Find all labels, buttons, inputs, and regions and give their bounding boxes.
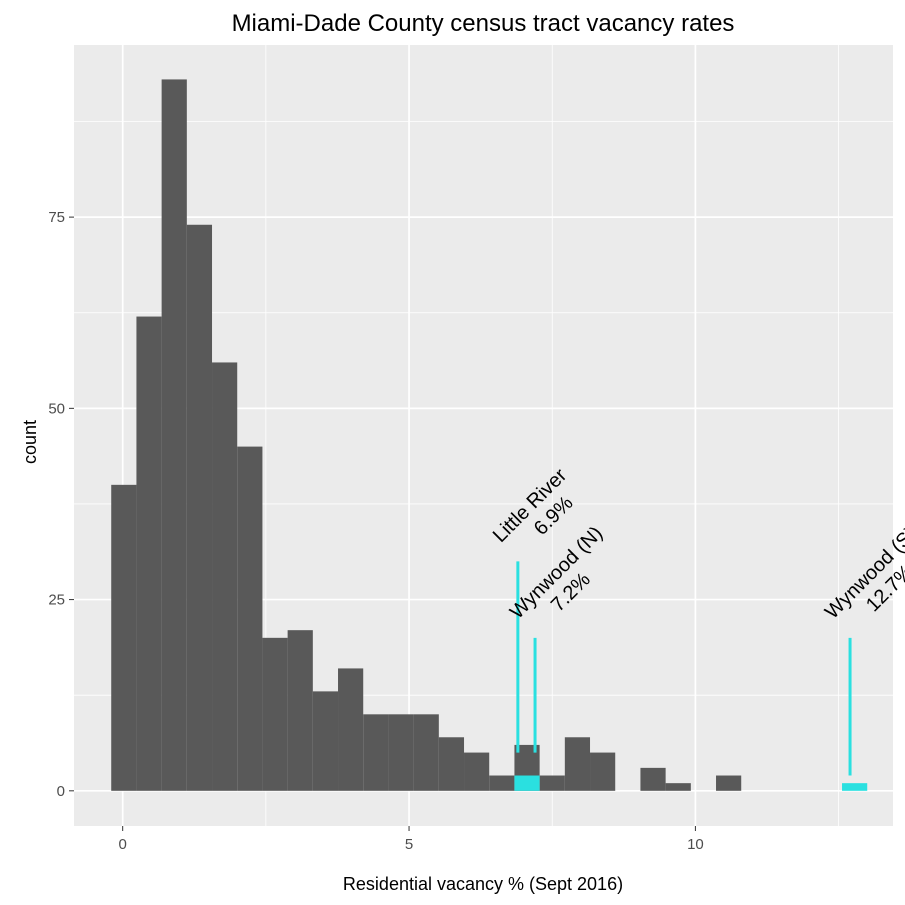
histogram-bar xyxy=(464,752,490,791)
histogram-bar xyxy=(237,446,263,791)
histogram-bar xyxy=(640,767,666,791)
highlight-bar xyxy=(842,783,868,791)
histogram-bar xyxy=(590,752,616,791)
histogram-bar xyxy=(186,224,213,791)
histogram-bar xyxy=(111,484,137,791)
histogram-bar xyxy=(665,783,691,791)
histogram-bar xyxy=(716,775,742,791)
y-axis-ticks: 0 25 50 75 xyxy=(48,209,74,800)
histogram-bars xyxy=(111,79,742,791)
histogram-bar xyxy=(363,714,389,791)
chart-title: Miami-Dade County census tract vacancy r… xyxy=(232,10,735,37)
x-axis-ticks: 0 5 10 xyxy=(119,826,704,853)
histogram-bar xyxy=(312,691,339,791)
x-axis-title: Residential vacancy % (Sept 2016) xyxy=(343,874,623,894)
histogram-bar xyxy=(212,362,238,791)
y-tick-label: 0 xyxy=(57,783,65,800)
histogram-bar xyxy=(262,637,288,791)
histogram-bar xyxy=(489,775,515,791)
y-tick-label: 50 xyxy=(48,400,65,417)
histogram-bar xyxy=(136,316,162,791)
y-tick-label: 25 xyxy=(48,592,65,609)
histogram-bar xyxy=(338,668,364,791)
histogram-bar xyxy=(539,775,565,791)
histogram-bar xyxy=(161,79,187,791)
x-tick-label: 5 xyxy=(405,836,413,853)
y-tick-label: 75 xyxy=(48,209,65,226)
y-axis-title: count xyxy=(20,420,40,464)
histogram-bar xyxy=(564,737,591,791)
x-tick-label: 0 xyxy=(119,836,127,853)
highlight-bar xyxy=(514,775,540,791)
histogram-bar xyxy=(438,737,465,791)
histogram-bar xyxy=(413,714,439,791)
x-tick-label: 10 xyxy=(687,836,704,853)
highlight-bars xyxy=(514,775,868,791)
histogram-bar xyxy=(287,630,313,791)
histogram-bar xyxy=(388,714,414,791)
